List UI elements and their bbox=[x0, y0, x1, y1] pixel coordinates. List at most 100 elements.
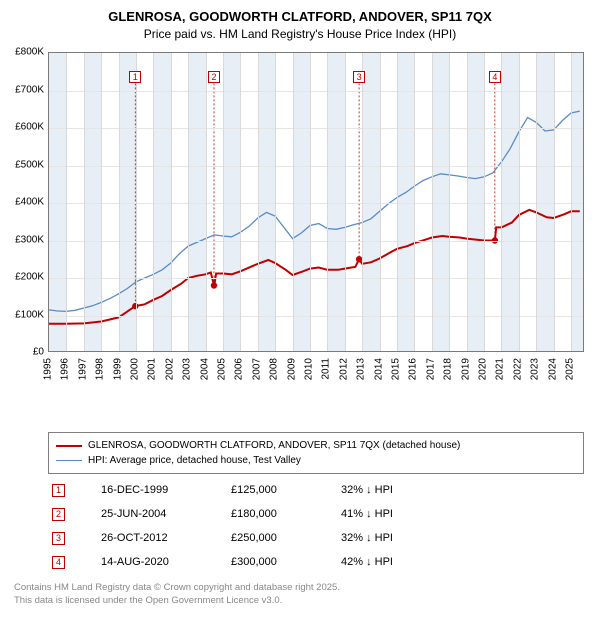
grid-v bbox=[519, 53, 520, 351]
x-tick-label: 2003 bbox=[182, 358, 193, 380]
y-tick-label: £200K bbox=[2, 272, 44, 283]
grid-v bbox=[484, 53, 485, 351]
event-row: 3 26-OCT-2012£250,00032% ↓ HPI bbox=[48, 526, 584, 550]
grid-v bbox=[136, 53, 137, 351]
y-tick-label: £800K bbox=[2, 47, 44, 58]
chart-title-line2: Price paid vs. HM Land Registry's House … bbox=[0, 27, 600, 41]
sale-point bbox=[211, 282, 217, 288]
grid-v bbox=[501, 53, 502, 351]
grid-v bbox=[432, 53, 433, 351]
grid-h bbox=[49, 128, 583, 129]
event-marker: 4 bbox=[52, 556, 65, 569]
event-pct: 32% ↓ HPI bbox=[341, 532, 461, 544]
plot-region: 1234 bbox=[48, 52, 584, 352]
x-tick-label: 1998 bbox=[95, 358, 106, 380]
grid-h bbox=[49, 241, 583, 242]
event-row: 225-JUN-2004£180,00041% ↓ HPI bbox=[48, 502, 584, 526]
x-tick-label: 2014 bbox=[373, 358, 384, 380]
x-tick-label: 2008 bbox=[269, 358, 280, 380]
legend-swatch-red bbox=[56, 445, 82, 447]
y-tick-label: £600K bbox=[2, 122, 44, 133]
x-tick-label: 2023 bbox=[530, 358, 541, 380]
x-tick-label: 2022 bbox=[512, 358, 523, 380]
x-tick-label: 2020 bbox=[478, 358, 489, 380]
x-tick-label: 2013 bbox=[356, 358, 367, 380]
y-tick-label: £500K bbox=[2, 159, 44, 170]
grid-h bbox=[49, 203, 583, 204]
y-tick-label: £0 bbox=[2, 347, 44, 358]
legend-swatch-blue bbox=[56, 460, 82, 461]
footer-line1: Contains HM Land Registry data © Crown c… bbox=[14, 582, 340, 595]
y-tick-label: £300K bbox=[2, 234, 44, 245]
x-tick-label: 2025 bbox=[565, 358, 576, 380]
chart-container: GLENROSA, GOODWORTH CLATFORD, ANDOVER, S… bbox=[0, 0, 600, 620]
grid-v bbox=[345, 53, 346, 351]
x-tick-label: 2000 bbox=[130, 358, 141, 380]
grid-v bbox=[171, 53, 172, 351]
x-tick-label: 2009 bbox=[286, 358, 297, 380]
grid-v bbox=[380, 53, 381, 351]
legend: GLENROSA, GOODWORTH CLATFORD, ANDOVER, S… bbox=[48, 432, 584, 474]
event-row: 4 14-AUG-2020£300,00042% ↓ HPI bbox=[48, 550, 584, 574]
y-tick-label: £700K bbox=[2, 84, 44, 95]
footer-line2: This data is licensed under the Open Gov… bbox=[14, 595, 340, 608]
grid-v bbox=[153, 53, 154, 351]
x-tick-label: 1995 bbox=[43, 358, 54, 380]
x-tick-label: 1996 bbox=[60, 358, 71, 380]
y-tick-label: £100K bbox=[2, 309, 44, 320]
event-pct: 42% ↓ HPI bbox=[341, 556, 461, 568]
x-tick-label: 2002 bbox=[164, 358, 175, 380]
grid-v bbox=[571, 53, 572, 351]
annotation-marker-2: 2 bbox=[208, 71, 220, 83]
legend-row-1: GLENROSA, GOODWORTH CLATFORD, ANDOVER, S… bbox=[56, 438, 576, 453]
grid-h bbox=[49, 166, 583, 167]
grid-v bbox=[293, 53, 294, 351]
grid-v bbox=[467, 53, 468, 351]
event-price: £300,000 bbox=[231, 556, 341, 568]
grid-v bbox=[258, 53, 259, 351]
x-tick-label: 2024 bbox=[547, 358, 558, 380]
x-tick-label: 2001 bbox=[147, 358, 158, 380]
grid-v bbox=[397, 53, 398, 351]
event-marker: 1 bbox=[52, 484, 65, 497]
grid-v bbox=[119, 53, 120, 351]
grid-v bbox=[84, 53, 85, 351]
grid-v bbox=[240, 53, 241, 351]
grid-v bbox=[206, 53, 207, 351]
chart-title-line1: GLENROSA, GOODWORTH CLATFORD, ANDOVER, S… bbox=[0, 0, 600, 26]
event-date: 14-AUG-2020 bbox=[101, 556, 231, 568]
grid-v bbox=[554, 53, 555, 351]
grid-h bbox=[49, 278, 583, 279]
event-price: £250,000 bbox=[231, 532, 341, 544]
x-tick-label: 2007 bbox=[251, 358, 262, 380]
y-tick-label: £400K bbox=[2, 197, 44, 208]
annotation-marker-3: 3 bbox=[353, 71, 365, 83]
grid-v bbox=[536, 53, 537, 351]
annotation-marker-1: 1 bbox=[129, 71, 141, 83]
grid-v bbox=[223, 53, 224, 351]
event-date: 26-OCT-2012 bbox=[101, 532, 231, 544]
event-date: 16-DEC-1999 bbox=[101, 484, 231, 496]
x-tick-label: 1997 bbox=[77, 358, 88, 380]
events-table: 116-DEC-1999£125,00032% ↓ HPI225-JUN-200… bbox=[48, 478, 584, 574]
grid-h bbox=[49, 316, 583, 317]
grid-v bbox=[414, 53, 415, 351]
event-row: 116-DEC-1999£125,00032% ↓ HPI bbox=[48, 478, 584, 502]
x-tick-label: 2015 bbox=[391, 358, 402, 380]
grid-v bbox=[275, 53, 276, 351]
grid-v bbox=[66, 53, 67, 351]
grid-v bbox=[449, 53, 450, 351]
x-tick-label: 2018 bbox=[443, 358, 454, 380]
x-tick-label: 2004 bbox=[199, 358, 210, 380]
legend-label-1: GLENROSA, GOODWORTH CLATFORD, ANDOVER, S… bbox=[88, 438, 460, 453]
x-tick-label: 2017 bbox=[425, 358, 436, 380]
x-tick-label: 2021 bbox=[495, 358, 506, 380]
series-price-line bbox=[49, 210, 580, 324]
grid-h bbox=[49, 91, 583, 92]
legend-label-2: HPI: Average price, detached house, Test… bbox=[88, 453, 301, 468]
chart-area: 1234 £0£100K£200K£300K£400K£500K£600K£70… bbox=[48, 52, 584, 390]
event-marker: 3 bbox=[52, 532, 65, 545]
event-price: £180,000 bbox=[231, 508, 341, 520]
grid-v bbox=[188, 53, 189, 351]
x-tick-label: 2012 bbox=[338, 358, 349, 380]
